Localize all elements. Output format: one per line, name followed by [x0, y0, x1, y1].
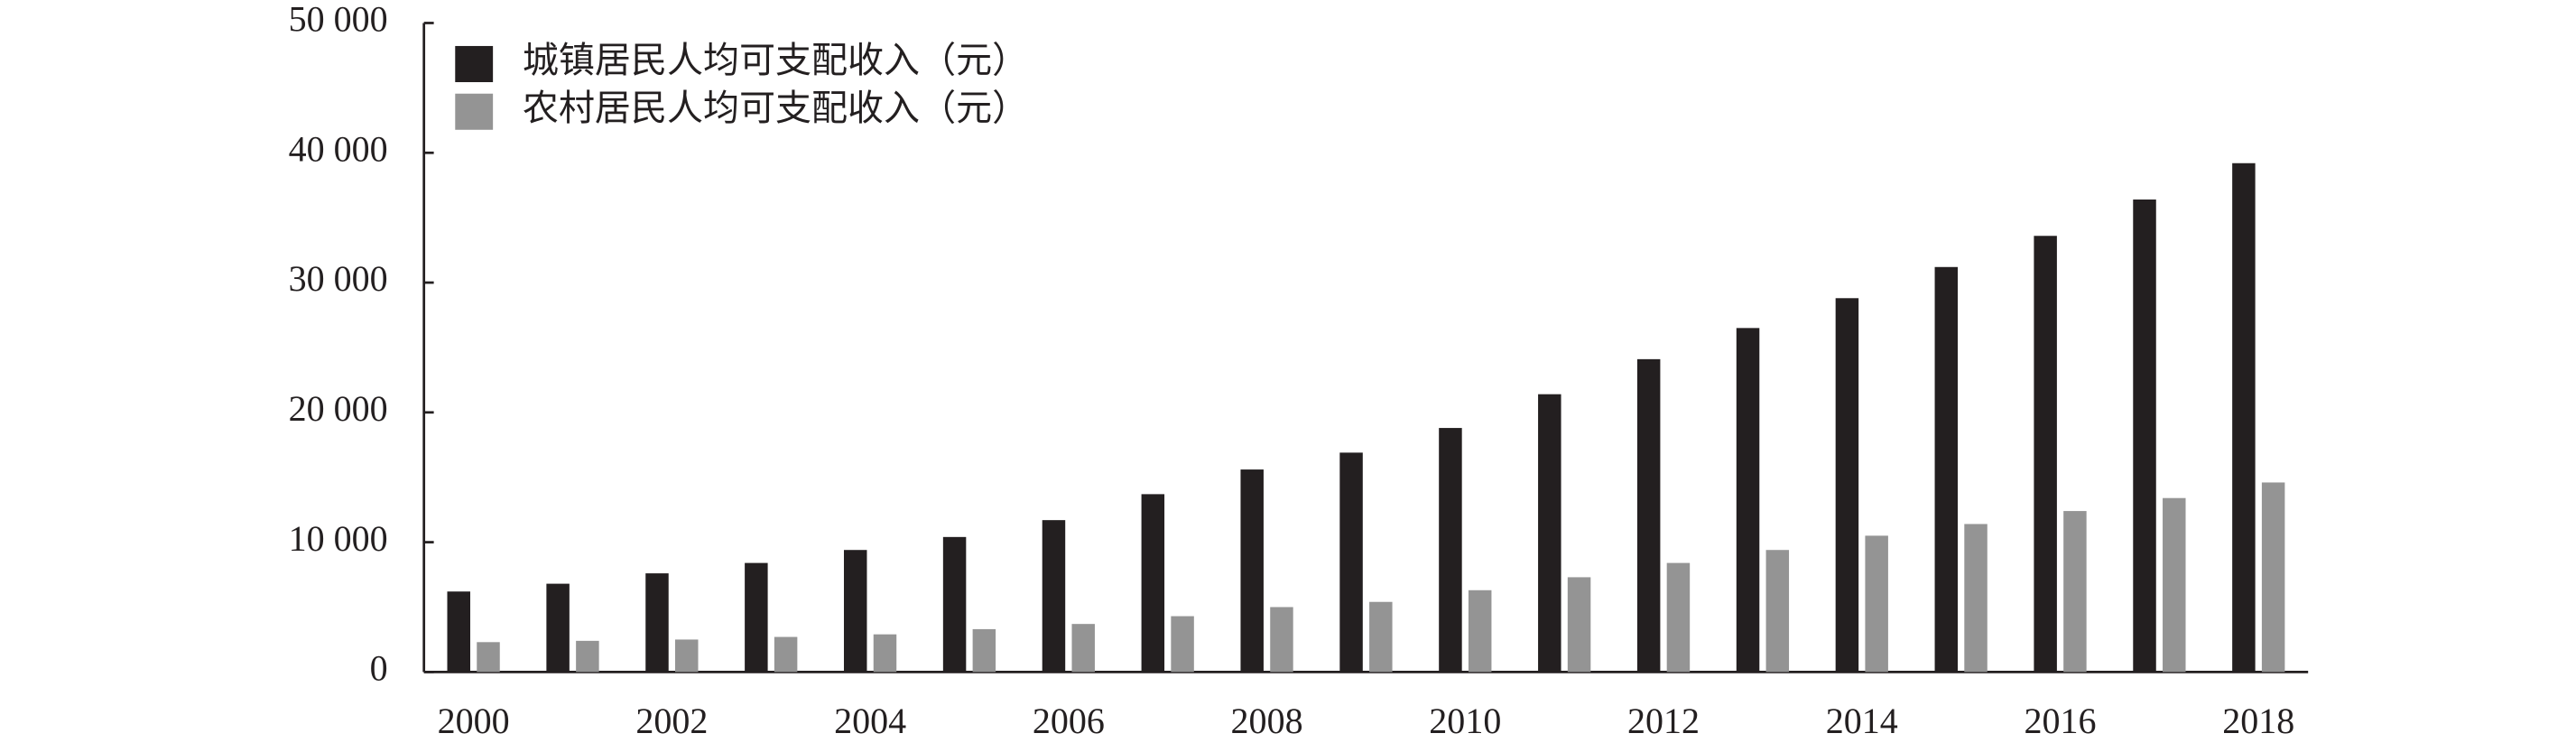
bar — [1270, 607, 1293, 673]
legend-swatch — [455, 45, 494, 82]
bar — [1339, 452, 1363, 673]
bar — [1141, 494, 1165, 673]
bar — [873, 634, 897, 673]
x-tick-label: 2000 — [438, 701, 510, 741]
bar — [1636, 358, 1661, 673]
bar — [1666, 562, 1691, 673]
bar — [1567, 577, 1591, 673]
bar — [1042, 520, 1066, 673]
bar — [1171, 616, 1194, 673]
bar — [1538, 394, 1561, 673]
y-tick-label: 40 000 — [289, 128, 388, 169]
bar — [1071, 624, 1095, 673]
bar — [2133, 200, 2156, 673]
x-tick-label: 2008 — [1231, 701, 1303, 741]
bar — [546, 583, 570, 673]
bar — [2261, 482, 2285, 673]
x-tick-label: 2018 — [2222, 701, 2294, 741]
bar — [645, 573, 669, 673]
bar — [2163, 497, 2186, 673]
x-tick-label: 2002 — [635, 701, 708, 741]
legend-swatch — [455, 93, 494, 130]
bar — [1865, 535, 1888, 673]
x-tick-label: 2014 — [1826, 701, 1898, 741]
bar — [942, 536, 967, 673]
x-tick-label: 2010 — [1429, 701, 1501, 741]
bar — [1369, 601, 1393, 673]
bar — [774, 636, 798, 673]
bar — [477, 642, 500, 673]
bar — [843, 550, 867, 673]
x-tick-label: 2016 — [2025, 701, 2097, 741]
bar — [1765, 550, 1790, 673]
bar — [2063, 511, 2087, 673]
x-tick-label: 2012 — [1627, 701, 1700, 741]
bar — [1240, 469, 1264, 673]
bar — [2034, 236, 2057, 673]
y-tick-label: 20 000 — [289, 388, 388, 429]
bar — [1736, 328, 1760, 673]
bar — [1934, 266, 1959, 673]
x-tick-label: 2006 — [1033, 701, 1105, 741]
y-tick-label: 0 — [370, 648, 388, 689]
y-tick-label: 30 000 — [289, 258, 388, 299]
bar — [2232, 162, 2256, 673]
bar — [576, 640, 599, 673]
legend-label: 农村居民人均可支配收入（元） — [523, 88, 1028, 128]
bar — [1964, 524, 1988, 673]
y-tick-label: 10 000 — [289, 518, 388, 559]
x-tick-label: 2004 — [834, 701, 906, 741]
legend-label: 城镇居民人均可支配收入（元） — [523, 40, 1028, 80]
bar — [1468, 590, 1492, 673]
y-tick-label: 50 000 — [289, 0, 388, 40]
bar — [675, 639, 699, 673]
bar — [1835, 298, 1859, 673]
bar — [447, 591, 470, 673]
bar — [745, 562, 768, 673]
bar — [1439, 428, 1462, 673]
bar — [972, 628, 996, 673]
